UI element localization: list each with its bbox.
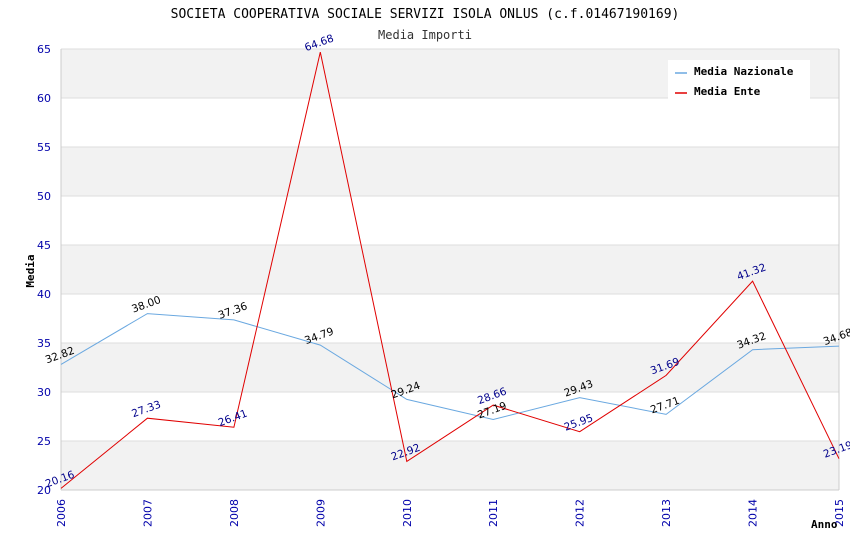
y-tick-label: 45 <box>37 239 51 252</box>
x-tick-label: 2013 <box>660 499 673 527</box>
chart-subtitle: Media Importi <box>378 28 472 42</box>
series-lines <box>60 51 840 489</box>
series-line-0 <box>60 313 840 421</box>
legend-label-nazionale: Media Nazionale <box>694 65 794 78</box>
y-axis-label: Media <box>24 254 37 287</box>
y-tick-label: 40 <box>37 288 51 301</box>
x-tick-label: 2012 <box>574 499 587 527</box>
data-label: 27.71 <box>649 395 681 417</box>
plot-band <box>61 245 839 294</box>
plot-band <box>61 343 839 392</box>
y-tick-label: 60 <box>37 92 51 105</box>
x-tick-label: 2011 <box>487 499 500 527</box>
x-tick-label: 2015 <box>833 499 846 527</box>
y-tick-label: 20 <box>37 484 51 497</box>
data-label: 25.95 <box>562 412 594 434</box>
x-axis-label: Anno <box>811 518 838 531</box>
y-tick-label: 30 <box>37 386 51 399</box>
legend-box <box>668 60 810 102</box>
plot-background <box>61 49 839 490</box>
y-tick-labels: 20 25 30 35 40 45 50 55 60 65 <box>37 43 51 497</box>
x-tick-labels: 2006 2007 2008 2009 2010 2011 2012 2013 2014 2015 <box>55 499 846 527</box>
plot-band <box>61 147 839 196</box>
data-label: 27.33 <box>130 399 162 421</box>
y-tick-label: 55 <box>37 141 51 154</box>
series-line-1 <box>60 51 840 489</box>
grid-lines <box>61 48 839 491</box>
y-tick-label: 50 <box>37 190 51 203</box>
plot-band <box>61 441 839 490</box>
legend: Media Nazionale Media Ente <box>668 60 810 102</box>
axes <box>60 49 840 491</box>
x-tick-label: 2007 <box>141 499 154 527</box>
legend-label-ente: Media Ente <box>694 85 761 98</box>
x-tick-label: 2014 <box>747 499 760 527</box>
data-label: 37.36 <box>217 300 250 322</box>
y-tick-label: 25 <box>37 435 51 448</box>
x-tick-label: 2009 <box>314 499 327 527</box>
data-label: 26.41 <box>217 408 249 430</box>
x-tick-label: 2006 <box>55 499 68 527</box>
y-tick-label: 65 <box>37 43 51 56</box>
y-tick-label: 35 <box>37 337 51 350</box>
data-label: 38.00 <box>130 294 162 316</box>
x-tick-label: 2010 <box>401 499 414 527</box>
x-tick-label: 2008 <box>228 499 241 527</box>
chart-title: SOCIETA COOPERATIVA SOCIALE SERVIZI ISOL… <box>171 7 680 22</box>
